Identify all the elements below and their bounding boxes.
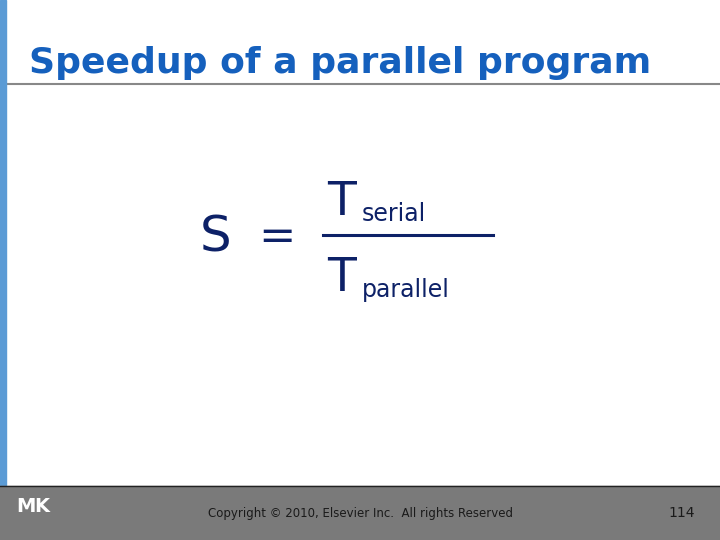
Text: S: S xyxy=(200,214,232,261)
Text: parallel: parallel xyxy=(362,278,450,302)
Text: Speedup of a parallel program: Speedup of a parallel program xyxy=(29,46,651,80)
Text: serial: serial xyxy=(362,202,426,226)
Text: T: T xyxy=(328,180,356,225)
Text: M: M xyxy=(16,497,35,516)
Text: K: K xyxy=(35,497,50,516)
Text: 114: 114 xyxy=(668,506,695,520)
Text: T: T xyxy=(328,255,356,301)
Text: =: = xyxy=(258,216,296,259)
Text: Copyright © 2010, Elsevier Inc.  All rights Reserved: Copyright © 2010, Elsevier Inc. All righ… xyxy=(207,507,513,519)
